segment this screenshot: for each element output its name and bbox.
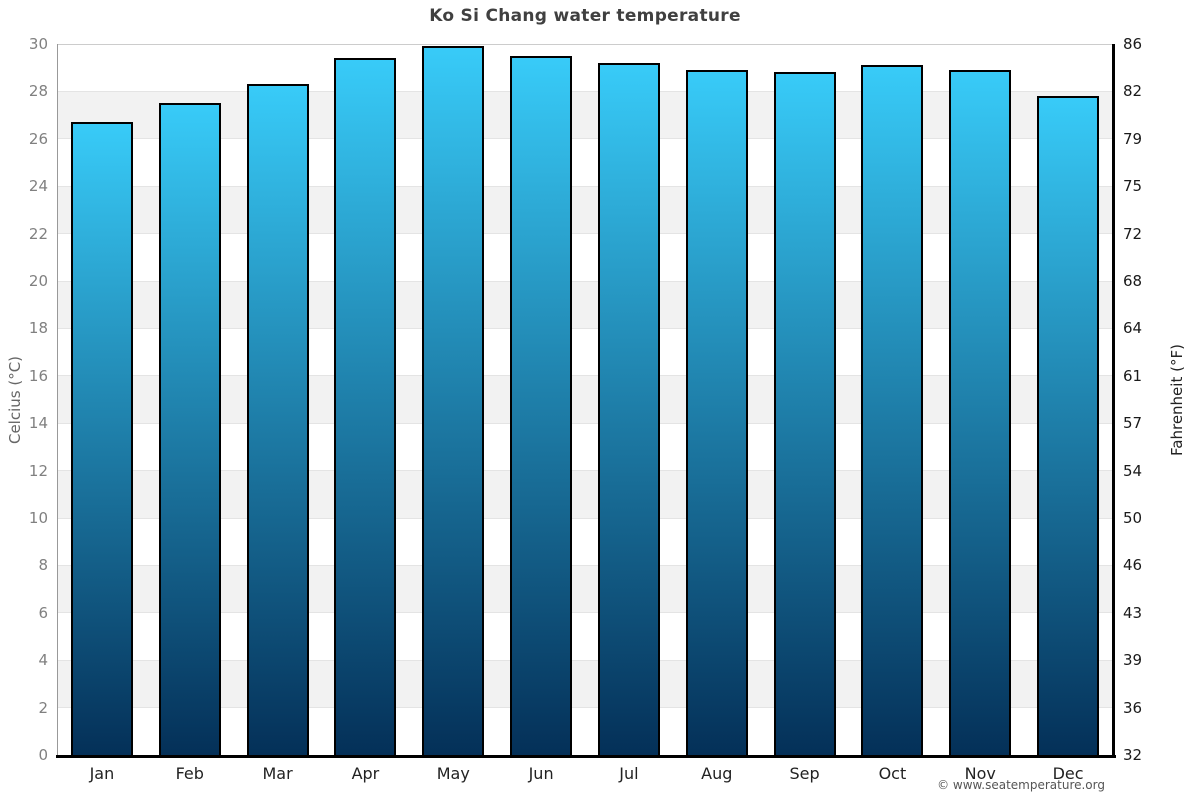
background-band (58, 612, 1112, 661)
plot-area (58, 43, 1112, 756)
temperature-bar (949, 70, 1012, 755)
month-label: Nov (964, 764, 996, 783)
background-band (58, 518, 1112, 566)
gridline (58, 517, 1112, 519)
temperature-bar (334, 58, 397, 755)
gridline (58, 707, 1112, 709)
gridline (58, 564, 1112, 566)
gridline (58, 233, 1112, 235)
gridline (58, 138, 1112, 140)
background-band (58, 44, 1112, 92)
background-band (58, 328, 1112, 376)
background-band (58, 565, 1112, 613)
month-label: Jun (528, 764, 554, 783)
month-label: Sep (789, 764, 820, 783)
bottom-axis-line (56, 755, 1116, 758)
celsius-tick-label: 30 (28, 35, 48, 53)
temperature-bar (597, 62, 660, 755)
temperature-bar (158, 103, 221, 755)
fahrenheit-tick-label: 43 (1123, 603, 1143, 622)
gridline (58, 470, 1112, 472)
fahrenheit-tick-label: 32 (1123, 746, 1143, 764)
fahrenheit-tick-label: 75 (1123, 177, 1143, 196)
chart-title: Ko Si Chang water temperature (429, 6, 741, 26)
celsius-tick-label: 14 (28, 414, 48, 433)
fahrenheit-tick-label: 50 (1123, 509, 1143, 527)
copyright-attribution: © www.seatemperature.org (937, 778, 1105, 792)
month-label: Aug (701, 764, 733, 783)
celsius-tick-label: 10 (28, 509, 48, 527)
fahrenheit-axis-line (1112, 44, 1115, 757)
celsius-tick-label: 24 (28, 177, 48, 196)
gridline (58, 90, 1112, 92)
celsius-tick-label: 16 (28, 366, 48, 385)
temperature-bar (861, 65, 924, 755)
gridline (58, 659, 1112, 661)
fahrenheit-tick-label: 36 (1123, 698, 1143, 717)
celsius-tick-label: 22 (28, 224, 48, 243)
celsius-tick-label: 26 (28, 129, 48, 148)
temperature-bar (510, 55, 573, 755)
background-band (58, 470, 1112, 518)
temperature-bar (685, 70, 748, 755)
background-band (58, 281, 1112, 329)
temperature-bar (422, 46, 485, 755)
plot-top-border (58, 44, 1112, 45)
celsius-tick-label: 0 (38, 746, 48, 764)
gridline (58, 185, 1112, 187)
month-label: May (436, 764, 470, 783)
celsius-tick-label: 12 (28, 461, 48, 480)
gridline (58, 327, 1112, 329)
month-label: Jul (619, 764, 639, 783)
fahrenheit-tick-label: 61 (1123, 366, 1143, 385)
month-label: Jan (89, 764, 115, 783)
fahrenheit-tick-label: 46 (1123, 556, 1143, 575)
fahrenheit-tick-label: 68 (1123, 272, 1143, 290)
celsius-tick-label: 28 (28, 82, 48, 101)
fahrenheit-tick-label: 72 (1123, 224, 1143, 243)
gridline (58, 375, 1112, 377)
month-label: Mar (262, 764, 293, 783)
temperature-bar (70, 122, 133, 755)
background-band (58, 423, 1112, 471)
background-band (58, 375, 1112, 424)
celsius-tick-label: 2 (38, 698, 48, 717)
background-band (58, 660, 1112, 708)
fahrenheit-tick-label: 54 (1123, 461, 1143, 480)
background-band (58, 186, 1112, 234)
gridline (58, 612, 1112, 614)
celsius-tick-label: 20 (28, 272, 48, 290)
background-band (58, 707, 1112, 755)
celsius-tick-label: 8 (38, 556, 48, 575)
celsius-tick-label: 6 (38, 603, 48, 622)
background-band (58, 91, 1112, 139)
fahrenheit-tick-label: 57 (1123, 414, 1143, 433)
celsius-axis-title: Celcius (°C) (6, 355, 24, 444)
temperature-bar (1037, 96, 1100, 755)
month-label: Oct (878, 764, 907, 783)
gridline (58, 422, 1112, 424)
fahrenheit-tick-label: 39 (1123, 651, 1143, 670)
background-band (58, 138, 1112, 187)
gridline (58, 280, 1112, 282)
celsius-tick-label: 4 (38, 651, 48, 670)
background-band (58, 233, 1112, 281)
temperature-bar (773, 72, 836, 755)
fahrenheit-tick-label: 79 (1123, 129, 1143, 148)
celsius-tick-label: 18 (28, 319, 48, 338)
fahrenheit-tick-label: 64 (1123, 319, 1143, 338)
month-label: Feb (175, 764, 204, 783)
temperature-bar (246, 84, 309, 755)
fahrenheit-axis-title: Fahrenheit (°F) (1168, 343, 1186, 456)
fahrenheit-tick-label: 86 (1123, 35, 1143, 53)
month-label: Apr (351, 764, 380, 783)
fahrenheit-tick-label: 82 (1123, 82, 1143, 101)
celsius-axis-line (56, 44, 58, 757)
month-label: Dec (1052, 764, 1084, 783)
